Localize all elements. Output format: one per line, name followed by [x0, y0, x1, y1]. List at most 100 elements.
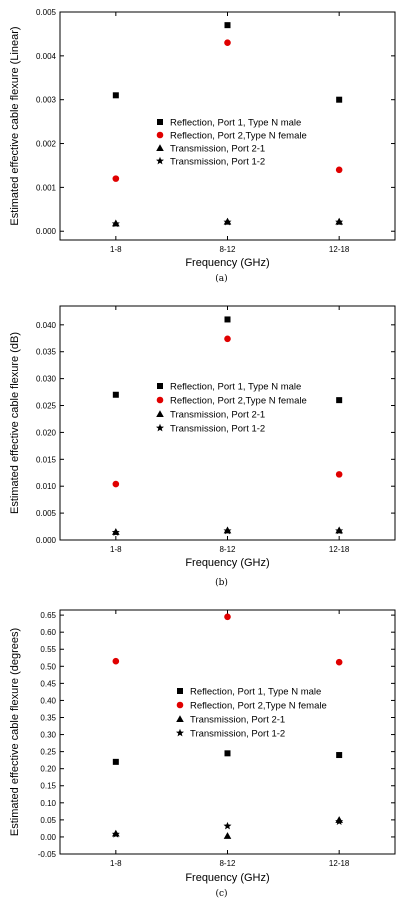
series-square-group: [112, 22, 343, 103]
y-axis-title: Estimated effective cable flexure (Linea…: [9, 26, 21, 225]
y-tick-label: 0.50: [40, 662, 56, 671]
star-data-point: [223, 821, 232, 830]
y-tick-label: 0.040: [36, 321, 57, 330]
star-data-point: [223, 526, 232, 535]
legend-label: Reflection, Port 1, Type N male: [170, 118, 301, 129]
chart-c-svg: -0.05 0.00 0.05 0.10 0.15 0.20 0.25 0.30 0.35 0.4…: [9, 609, 396, 899]
y-tick-label: 0.00: [40, 833, 56, 842]
square-data-point: [224, 22, 231, 29]
legend-triangle-marker: [176, 715, 184, 722]
x-tick-label: 1-8: [110, 245, 122, 254]
x-axis-title: Frequency (GHz): [185, 872, 269, 884]
legend-square-marker: [177, 688, 183, 694]
chart-panel-a: 0.000 0.001 0.002 0.003 0.004 0.005 1-8 8-12 12-…: [0, 0, 410, 290]
square-data-point: [112, 391, 119, 398]
legend-circle-marker: [176, 701, 184, 709]
x-tick-label: 8-12: [219, 545, 236, 554]
legend-label: Reflection, Port 1, Type N male: [170, 382, 301, 393]
y-tick-label: 0.15: [40, 782, 56, 791]
series-circle-group: [112, 335, 343, 488]
y-tick-label: 0.035: [36, 348, 57, 357]
series-circle-group: [112, 613, 343, 666]
circle-data-point: [112, 657, 120, 665]
y-tick-label: 0.020: [36, 428, 57, 437]
circle-data-point: [112, 175, 120, 182]
x-tick-label: 1-8: [110, 545, 122, 554]
star-data-point: [335, 526, 344, 535]
y-tick-label: 0.65: [40, 611, 56, 620]
x-tick-label: 1-8: [110, 859, 122, 868]
legend-label: Transmission, Port 2-1: [170, 410, 265, 421]
x-tick-label: 12-18: [329, 859, 350, 868]
legend-label: Transmission, Port 2-1: [190, 715, 285, 726]
panel-label: (c): [215, 888, 227, 899]
legend-star-marker: [156, 156, 164, 165]
chart-panel-b: 0.000 0.005 0.010 0.015 0.020 0.025 0.030 0.035…: [0, 296, 410, 596]
series-star-group: [111, 217, 344, 228]
chart-a-svg: 0.000 0.001 0.002 0.003 0.004 0.005 1-8 8-12 12-…: [9, 8, 396, 284]
y-tick-label: 0.030: [36, 375, 57, 384]
legend-label: Reflection, Port 2,Type N female: [170, 396, 307, 407]
legend: Reflection, Port 1, Type N male Reflectio…: [156, 382, 307, 435]
legend-label: Reflection, Port 2,Type N female: [170, 131, 307, 142]
legend: Reflection, Port 1, Type N male Reflectio…: [176, 687, 327, 740]
legend-star-marker: [176, 728, 184, 737]
square-data-point: [336, 96, 343, 103]
y-tick-label: 0.35: [40, 713, 56, 722]
circle-data-point: [112, 480, 120, 488]
y-tick-label: 0.40: [40, 696, 56, 705]
legend-label: Reflection, Port 2,Type N female: [190, 701, 327, 712]
legend-label: Transmission, Port 1-2: [190, 729, 285, 740]
x-tick-label: 12-18: [329, 245, 350, 254]
y-tick-label: 0.000: [36, 227, 57, 236]
legend-label: Reflection, Port 1, Type N male: [190, 687, 321, 698]
panel-label: (a): [215, 273, 227, 284]
y-tick-label: 0.60: [40, 628, 56, 637]
x-axis-title: Frequency (GHz): [185, 557, 269, 569]
y-tick-label: 0.25: [40, 748, 56, 757]
square-data-point: [224, 750, 231, 757]
star-data-point: [223, 217, 232, 226]
legend: Reflection, Port 1, Type N male Reflectio…: [156, 118, 307, 168]
y-tick-label: 0.001: [36, 183, 57, 192]
star-data-point: [111, 528, 120, 536]
legend-label: Transmission, Port 1-2: [170, 424, 265, 435]
y-tick-label: 0.20: [40, 765, 56, 774]
triangle-data-point: [223, 832, 232, 839]
square-data-point: [224, 316, 231, 323]
circle-data-point: [224, 39, 231, 46]
chart-b-svg: 0.000 0.005 0.010 0.015 0.020 0.025 0.030 0.035…: [9, 305, 396, 588]
legend-circle-marker: [156, 131, 164, 139]
x-tick-label: 12-18: [329, 545, 350, 554]
circle-data-point: [335, 471, 343, 478]
legend-circle-marker: [156, 396, 164, 404]
y-tick-label: 0.30: [40, 731, 56, 740]
series-circle-group: [112, 39, 343, 182]
star-data-point: [335, 817, 344, 825]
square-data-point: [112, 92, 119, 99]
x-axis-title: Frequency (GHz): [185, 257, 269, 269]
circle-data-point: [335, 166, 343, 174]
series-star-group: [111, 526, 344, 536]
x-tick-label: 8-12: [219, 245, 236, 254]
star-data-point: [111, 830, 120, 838]
y-tick-label: 0.10: [40, 799, 56, 808]
y-tick-label: 0.003: [36, 96, 57, 105]
series-square-group: [112, 316, 343, 404]
series-square-group: [112, 750, 343, 765]
square-data-point: [336, 397, 343, 404]
y-tick-label: 0.015: [36, 455, 57, 464]
legend-triangle-marker: [156, 144, 164, 151]
chart-panel-c: -0.05 0.00 0.05 0.10 0.15 0.20 0.25 0.30 0.35 0.4…: [0, 598, 410, 899]
y-tick-label: 0.05: [40, 816, 56, 825]
y-tick-label: 0.010: [36, 482, 57, 491]
circle-data-point: [224, 613, 231, 621]
y-tick-label: 0.005: [36, 8, 57, 17]
y-tick-label: 0.002: [36, 140, 57, 149]
circle-data-point: [335, 658, 343, 666]
y-tick-label: 0.004: [36, 52, 57, 61]
y-axis-title: Estimated effective cable flexure (dB): [9, 332, 21, 514]
panel-label: (b): [215, 577, 228, 588]
y-tick-label: 0.55: [40, 645, 56, 654]
y-axis-title: Estimated effective cable flexure (degre…: [9, 628, 21, 836]
